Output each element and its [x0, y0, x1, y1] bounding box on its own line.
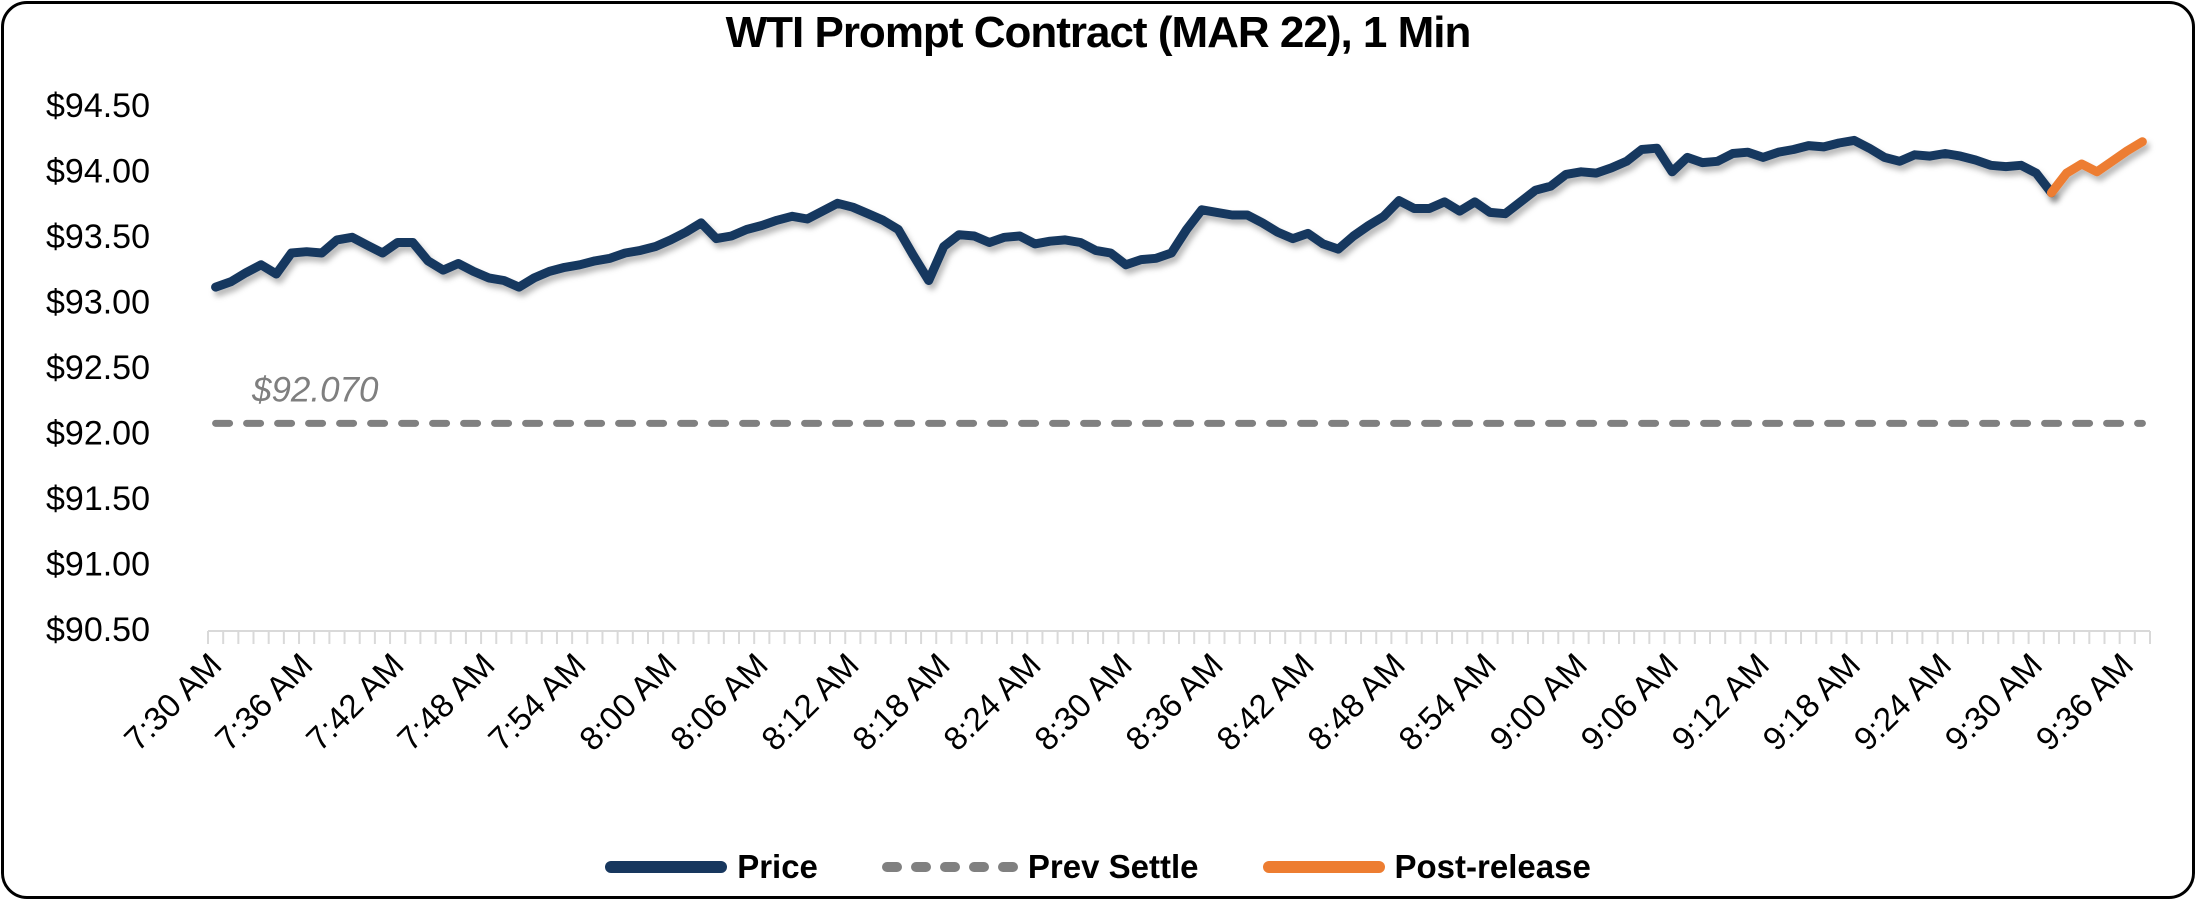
legend-item-prev-settle: Prev Settle	[881, 848, 1199, 886]
x-axis-label: 9:30 AM	[1937, 646, 2049, 758]
x-axis-label: 8:18 AM	[845, 646, 957, 758]
legend-label-post-release: Post-release	[1394, 848, 1591, 885]
x-axis-label: 8:24 AM	[936, 646, 1048, 758]
x-axis-label: 8:06 AM	[663, 646, 775, 758]
x-axis-label: 8:36 AM	[1118, 646, 1230, 758]
x-axis-label: 8:30 AM	[1027, 646, 1139, 758]
y-axis-labels: $90.50 $91.00 $91.50 $92.00 $92.50 $93.00 $93.…	[46, 87, 150, 649]
x-axis-label: 7:54 AM	[481, 646, 593, 758]
y-axis-label: $90.50	[46, 611, 150, 649]
chart-legend: Price Prev Settle Post-release	[0, 848, 2196, 886]
x-axis-label: 9:12 AM	[1664, 646, 1776, 758]
x-axis-label: 7:36 AM	[208, 646, 320, 758]
y-axis-label: $92.50	[46, 349, 150, 387]
x-axis-label: 7:30 AM	[117, 646, 229, 758]
legend-item-price: Price	[605, 848, 818, 886]
y-axis-label: $92.00	[46, 415, 150, 453]
x-axis-label: 9:06 AM	[1573, 646, 1685, 758]
price-line-swatch-icon	[605, 861, 728, 873]
price-line	[211, 135, 2056, 292]
prev-settle-dashed-swatch-icon	[881, 862, 1018, 872]
y-axis-label: $94.00	[46, 153, 150, 191]
x-axis-labels: 7:30 AM7:36 AM7:42 AM7:48 AM7:54 AM8:00 …	[117, 646, 2140, 758]
y-axis-label: $91.00	[46, 546, 150, 584]
x-axis-ticks	[207, 630, 2151, 644]
prev-settle-annotation: $92.070	[251, 370, 379, 409]
legend-label-price: Price	[737, 848, 818, 885]
x-axis-label: 8:42 AM	[1209, 646, 1321, 758]
y-axis-label: $91.50	[46, 480, 150, 518]
x-axis-label: 8:00 AM	[572, 646, 684, 758]
x-axis-label: 8:12 AM	[754, 646, 866, 758]
x-axis-label: 9:18 AM	[1755, 646, 1867, 758]
y-axis-label: $94.50	[46, 87, 150, 125]
legend-item-post-release: Post-release	[1262, 848, 1591, 886]
chart-title: WTI Prompt Contract (MAR 22), 1 Min	[725, 8, 1472, 57]
legend-label-prev-settle: Prev Settle	[1027, 848, 1199, 885]
x-axis-label: 9:36 AM	[2028, 646, 2140, 758]
x-axis-label: 9:00 AM	[1482, 646, 1594, 758]
x-axis-label: 7:42 AM	[299, 646, 411, 758]
x-axis-label: 8:48 AM	[1300, 646, 1412, 758]
y-axis-label: $93.50	[46, 218, 150, 256]
post-release-line	[2046, 137, 2147, 198]
x-axis-label: 9:24 AM	[1846, 646, 1958, 758]
x-axis-label: 8:54 AM	[1391, 646, 1503, 758]
x-axis-label: 7:48 AM	[390, 646, 502, 758]
y-axis-label: $93.00	[46, 284, 150, 322]
post-release-line-swatch-icon	[1262, 861, 1385, 873]
